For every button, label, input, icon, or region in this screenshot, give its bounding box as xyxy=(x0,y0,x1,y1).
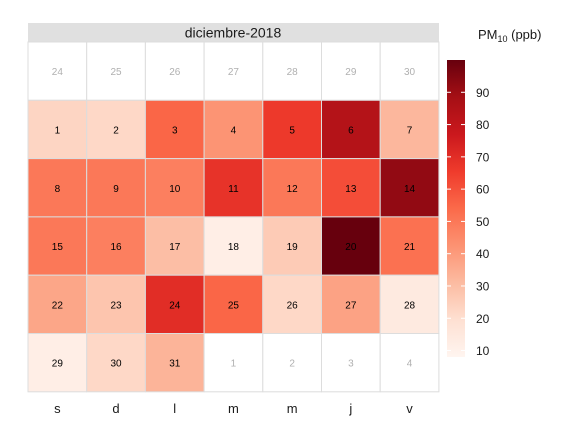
day-label: 12 xyxy=(287,184,299,195)
legend-tick-label: 50 xyxy=(476,215,490,229)
day-cell xyxy=(27,274,88,335)
day-label: 1 xyxy=(231,359,237,370)
day-label: 31 xyxy=(169,359,181,370)
day-label: 29 xyxy=(52,359,64,370)
day-label: 19 xyxy=(287,242,299,253)
day-cell xyxy=(203,158,264,218)
day-label: 26 xyxy=(287,300,299,311)
day-label: 8 xyxy=(55,184,61,195)
day-cell xyxy=(262,99,322,160)
day-label: 17 xyxy=(169,242,181,253)
day-label: 6 xyxy=(348,125,354,136)
day-cell xyxy=(321,99,381,160)
day-cell xyxy=(262,274,322,335)
day-label: 26 xyxy=(169,67,181,78)
day-cell xyxy=(321,274,381,335)
day-cell xyxy=(379,333,440,393)
day-label: 30 xyxy=(110,359,122,370)
legend-tick-label: 70 xyxy=(476,150,490,164)
day-cell xyxy=(203,274,264,335)
day-label: 20 xyxy=(345,242,357,253)
day-label: 3 xyxy=(172,125,178,136)
day-label: 25 xyxy=(228,300,240,311)
weekday-label: s xyxy=(54,401,61,416)
day-label: 30 xyxy=(404,67,416,78)
day-cell xyxy=(262,158,322,218)
weekday-label: d xyxy=(112,401,119,416)
day-cell xyxy=(379,41,440,101)
day-cell xyxy=(144,274,205,335)
day-label: 28 xyxy=(404,300,416,311)
day-label: 14 xyxy=(404,184,416,195)
day-label: 24 xyxy=(52,67,64,78)
weekday-label: j xyxy=(348,401,352,416)
weekday-label: v xyxy=(406,401,413,416)
day-cell xyxy=(86,99,146,160)
day-cell xyxy=(27,333,88,393)
day-label: 16 xyxy=(110,242,122,253)
day-label: 27 xyxy=(228,67,240,78)
day-cell xyxy=(379,158,440,218)
day-label: 2 xyxy=(289,359,295,370)
legend-tick-label: 30 xyxy=(476,279,490,293)
day-label: 18 xyxy=(228,242,240,253)
legend-colorbar xyxy=(447,60,465,357)
legend-title-subscript: 10 xyxy=(498,34,508,44)
day-cell xyxy=(321,216,381,276)
day-label: 13 xyxy=(345,184,357,195)
legend-title-unit: (ppb) xyxy=(508,27,542,42)
day-label: 3 xyxy=(348,359,354,370)
day-label: 24 xyxy=(169,300,181,311)
legend-tick-label: 10 xyxy=(476,344,490,358)
day-cell xyxy=(144,216,205,276)
legend-tick-label: 60 xyxy=(476,183,490,197)
day-cell xyxy=(27,158,88,218)
day-label: 23 xyxy=(110,300,122,311)
day-label: 9 xyxy=(113,184,119,195)
day-label: 21 xyxy=(404,242,416,253)
day-label: 25 xyxy=(110,67,122,78)
day-label: 29 xyxy=(345,67,357,78)
day-label: 4 xyxy=(407,359,413,370)
legend-title: PM10 (ppb) xyxy=(478,27,541,44)
panel-title-strip xyxy=(28,23,439,42)
weekday-label: l xyxy=(173,401,176,416)
day-label: 7 xyxy=(407,125,413,136)
day-cell xyxy=(321,41,381,101)
day-label: 22 xyxy=(52,300,64,311)
legend-ticks: 10 20 30 40 50 60 70 80 90 xyxy=(447,86,490,358)
legend-tick-label: 80 xyxy=(476,118,490,132)
day-cell xyxy=(27,99,88,160)
day-label: 27 xyxy=(345,300,357,311)
day-label: 5 xyxy=(289,125,295,136)
day-cell xyxy=(379,216,440,276)
day-label: 2 xyxy=(113,125,119,136)
day-cell xyxy=(203,99,264,160)
day-cell xyxy=(27,216,88,276)
day-cell xyxy=(262,41,322,101)
legend-tick-label: 20 xyxy=(476,312,490,326)
weekday-label: m xyxy=(228,401,239,416)
day-label: 10 xyxy=(169,184,181,195)
day-label: 4 xyxy=(231,125,237,136)
legend-tick-label: 90 xyxy=(476,86,490,100)
day-cell xyxy=(379,99,440,160)
legend-tick-label: 40 xyxy=(476,247,490,261)
day-cell xyxy=(379,274,440,335)
day-label: 28 xyxy=(287,67,299,78)
chart-title: diciembre-2018 xyxy=(185,25,282,41)
day-label: 15 xyxy=(52,242,64,253)
day-label: 11 xyxy=(228,184,239,195)
weekday-label: m xyxy=(287,401,298,416)
day-cell xyxy=(203,333,264,393)
day-cell xyxy=(203,216,264,276)
day-cell xyxy=(86,333,146,393)
day-label: 1 xyxy=(55,125,61,136)
legend-title-main: PM xyxy=(478,27,498,42)
day-cell xyxy=(144,333,205,393)
day-cell xyxy=(321,333,381,393)
